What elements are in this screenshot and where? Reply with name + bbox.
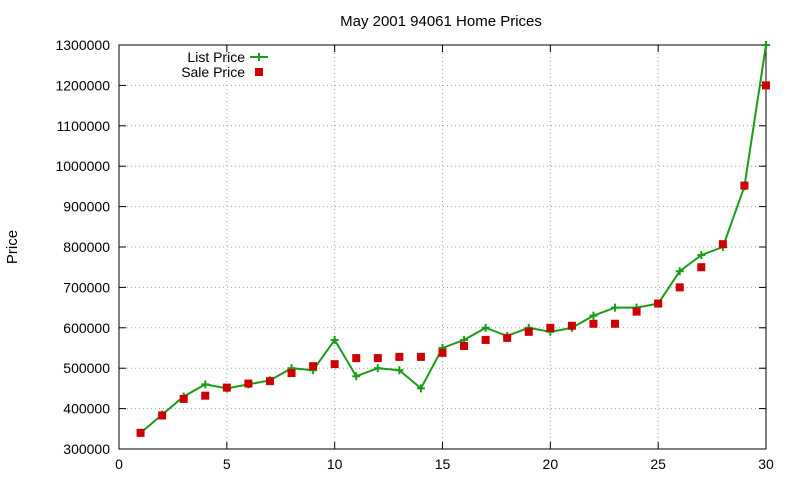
y-tick-label: 700000 [63, 279, 110, 295]
series-line-list-price [139, 44, 767, 434]
sale-price-point [395, 352, 404, 361]
sale-price-point [330, 360, 339, 369]
y-tick-label: 1300000 [55, 37, 110, 53]
sale-price-point [309, 362, 318, 371]
list-price-point [201, 380, 210, 389]
legend-label: List Price [187, 49, 245, 65]
list-price-point [481, 323, 490, 332]
y-tick-label: 900000 [63, 199, 110, 215]
sale-price-point [416, 352, 425, 361]
sale-price-point [740, 181, 749, 190]
sale-price-point [136, 428, 145, 437]
x-tick-label: 10 [327, 456, 343, 472]
sale-price-point [675, 283, 684, 292]
list-price-point [589, 311, 598, 320]
sale-price-point [762, 81, 770, 90]
sale-price-point [546, 323, 555, 332]
sale-price-point [567, 321, 576, 330]
y-tick-label: 1100000 [57, 118, 111, 134]
list-price-point [395, 366, 404, 375]
sale-price-point [352, 354, 361, 363]
y-tick-label: 600000 [63, 320, 110, 336]
sale-price-point [654, 299, 663, 308]
x-tick-label: 25 [650, 456, 666, 472]
list-price-point [416, 384, 425, 393]
sale-price-point [503, 333, 512, 342]
chart-title: May 2001 94061 Home Prices [340, 13, 542, 30]
y-axis-label: Price [4, 230, 21, 264]
sale-price-point [524, 327, 533, 336]
list-price-point [352, 372, 361, 381]
sale-price-point [632, 307, 641, 316]
sale-price-point [460, 341, 469, 350]
sale-price-point [697, 263, 706, 272]
sale-price-point [158, 411, 167, 420]
axes: 0 5 10 15 20 25 30 300000 400000 500000 600000 7000… [55, 37, 774, 472]
sale-price-point [438, 348, 447, 357]
list-price-point [762, 41, 770, 49]
list-price-point [373, 364, 382, 373]
sale-price-point [244, 379, 253, 388]
sale-price-point [373, 354, 382, 363]
x-tick-label: 30 [758, 456, 774, 472]
legend-label: Sale Price [181, 64, 245, 80]
y-tick-label: 800000 [63, 239, 110, 255]
x-tick-label: 20 [543, 456, 559, 472]
sale-price-point [287, 369, 296, 378]
list-price-point [675, 267, 684, 276]
sale-price-point [222, 383, 231, 392]
sale-price-point [611, 319, 620, 328]
legend-swatch-cross [255, 53, 263, 61]
y-tick-label: 1000000 [55, 158, 110, 174]
y-tick-label: 300000 [63, 441, 110, 457]
series-layer [136, 41, 770, 437]
legend-swatch-square [255, 68, 263, 76]
sale-price-point [589, 319, 598, 328]
list-price-point [697, 251, 706, 260]
y-tick-label: 400000 [63, 401, 110, 417]
y-tick-label: 1200000 [55, 77, 110, 93]
grid [119, 45, 766, 449]
x-tick-label: 0 [115, 456, 123, 472]
sale-price-point [201, 391, 210, 400]
y-tick-label: 500000 [63, 360, 110, 376]
sale-price-point [718, 240, 727, 249]
sale-price-point [179, 394, 188, 403]
list-price-point [611, 303, 620, 312]
sale-price-point [481, 335, 490, 344]
x-tick-label: 15 [435, 456, 451, 472]
sale-price-point [265, 377, 274, 386]
x-tick-label: 5 [223, 456, 231, 472]
list-price-point [330, 335, 339, 344]
